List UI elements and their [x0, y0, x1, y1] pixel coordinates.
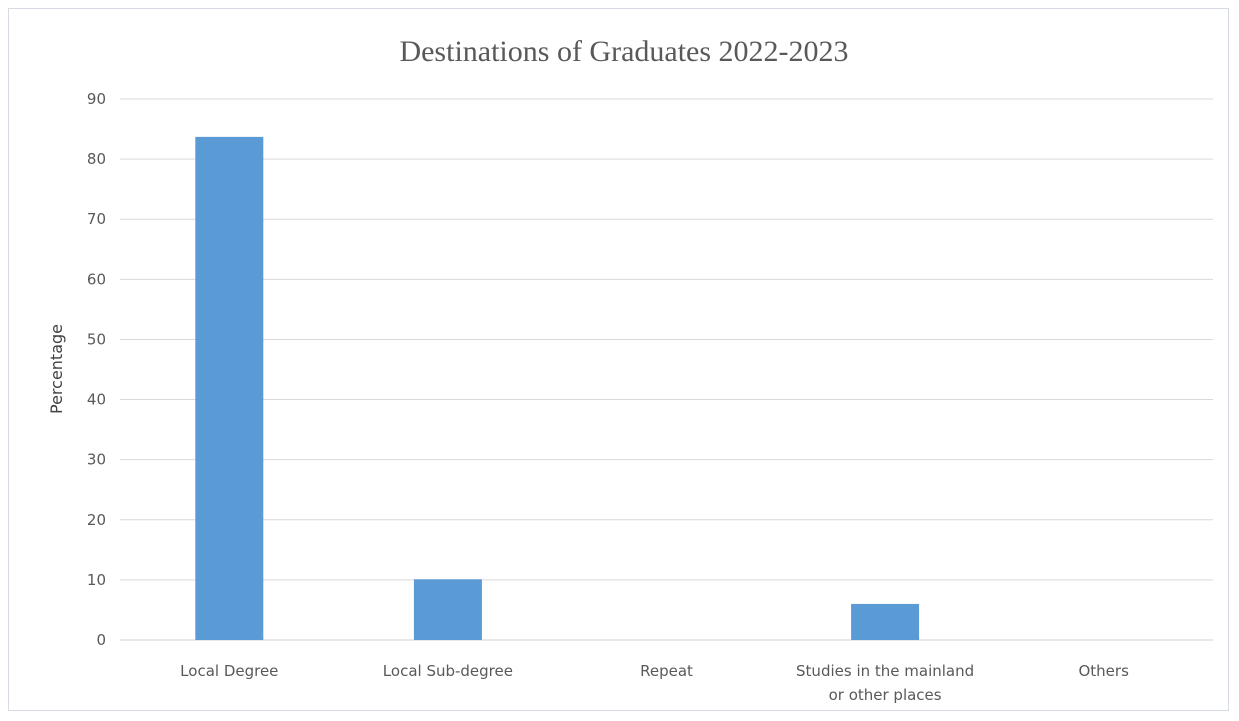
x-axis-labels: Local Degree Local Sub-degree Repeat Studie…: [180, 662, 1129, 704]
gridlines: [120, 98, 1213, 641]
y-tick-label-70: 70: [87, 210, 106, 228]
bar-0: [195, 136, 264, 640]
x-tick-label-4: Others: [1078, 662, 1129, 680]
bars: [195, 136, 920, 640]
y-tick-label-20: 20: [87, 511, 106, 529]
y-axis-ticks: 0 10 20 30 40 50 60 70 80 90: [87, 90, 106, 649]
y-tick-label-90: 90: [87, 90, 106, 108]
bar-3: [851, 603, 920, 640]
x-tick-label-2: Repeat: [640, 662, 693, 680]
x-tick-label-3: Studies in the mainland or other places: [796, 662, 974, 704]
y-tick-label-80: 80: [87, 150, 106, 168]
y-tick-label-0: 0: [96, 631, 106, 649]
y-tick-label-30: 30: [87, 451, 106, 469]
y-tick-label-40: 40: [87, 391, 106, 409]
y-tick-label-60: 60: [87, 270, 106, 288]
y-tick-label-10: 10: [87, 571, 106, 589]
y-tick-label-50: 50: [87, 330, 106, 348]
bar-1: [413, 579, 482, 640]
x-tick-label-0: Local Degree: [180, 662, 278, 680]
y-axis-title: Percentage: [47, 324, 66, 414]
x-tick-label-1: Local Sub-degree: [383, 662, 513, 680]
chart-title: Destinations of Graduates 2022-2023: [399, 35, 848, 68]
